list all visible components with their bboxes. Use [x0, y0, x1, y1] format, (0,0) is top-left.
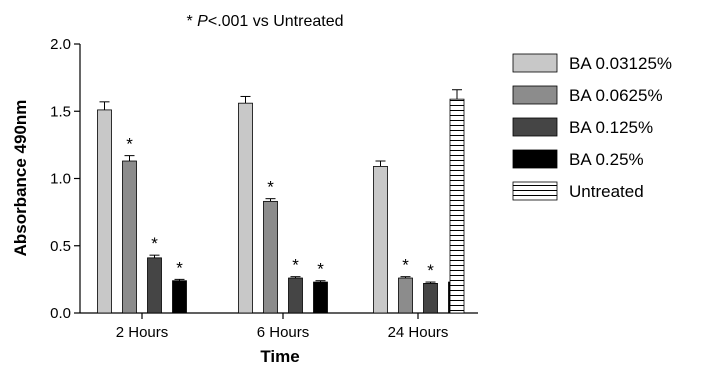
- bar: [313, 281, 328, 314]
- y-axis-title: Absorbance 490nm: [11, 100, 30, 257]
- bar: [373, 165, 388, 314]
- chart-title-suffix: <.001 vs Untreated: [208, 13, 344, 30]
- significance-star: *: [292, 256, 299, 275]
- bar: [238, 102, 253, 314]
- y-tick-label: 1.0: [50, 171, 71, 188]
- x-axis-title: Time: [260, 347, 299, 366]
- chart-title: * P<.001 vs Untreated: [187, 13, 344, 30]
- chart-title-prefix: *: [187, 13, 198, 30]
- y-tick-label: 0.5: [50, 238, 71, 255]
- legend-label: BA 0.03125%: [569, 54, 672, 73]
- legend-label: BA 0.0625%: [569, 86, 663, 105]
- significance-star: *: [427, 261, 434, 280]
- bar-untreated: [449, 98, 465, 314]
- bar: [122, 160, 137, 314]
- chart-title-p: P: [197, 13, 208, 30]
- x-tick-label: 6 Hours: [257, 324, 310, 341]
- legend-swatch: [512, 53, 558, 73]
- bar: [97, 109, 112, 314]
- y-tick-label: 1.5: [50, 103, 71, 120]
- bar: [263, 200, 278, 314]
- legend-swatch: [512, 181, 558, 201]
- significance-star: *: [176, 258, 183, 277]
- x-tick-label: 24 Hours: [388, 324, 449, 341]
- legend: BA 0.03125% BA 0.0625% BA 0.125% BA 0.25% Un…: [512, 53, 672, 201]
- significance-star: *: [126, 135, 133, 154]
- significance-star: *: [151, 234, 158, 253]
- bar: [423, 283, 438, 314]
- legend-swatch: [512, 149, 558, 169]
- legend-swatch: [512, 85, 558, 105]
- y-tick-label: 2.0: [50, 36, 71, 53]
- legend-label: BA 0.25%: [569, 150, 644, 169]
- legend-swatch: [512, 117, 558, 137]
- significance-star: *: [402, 256, 409, 275]
- legend-label: BA 0.125%: [569, 118, 653, 137]
- bar: [398, 277, 413, 314]
- bar: [288, 277, 303, 314]
- y-tick-label: 0.0: [50, 305, 71, 322]
- bar: [172, 280, 187, 314]
- plot-area: 0.0 0.5 1.0 1.5 2.0 2 Hours 6 Hours 24 Hours * * *…: [50, 36, 478, 341]
- significance-star: *: [317, 260, 324, 279]
- bar: [147, 257, 162, 314]
- x-tick-label: 2 Hours: [116, 324, 169, 341]
- significance-star: *: [267, 178, 274, 197]
- legend-label: Untreated: [569, 182, 644, 201]
